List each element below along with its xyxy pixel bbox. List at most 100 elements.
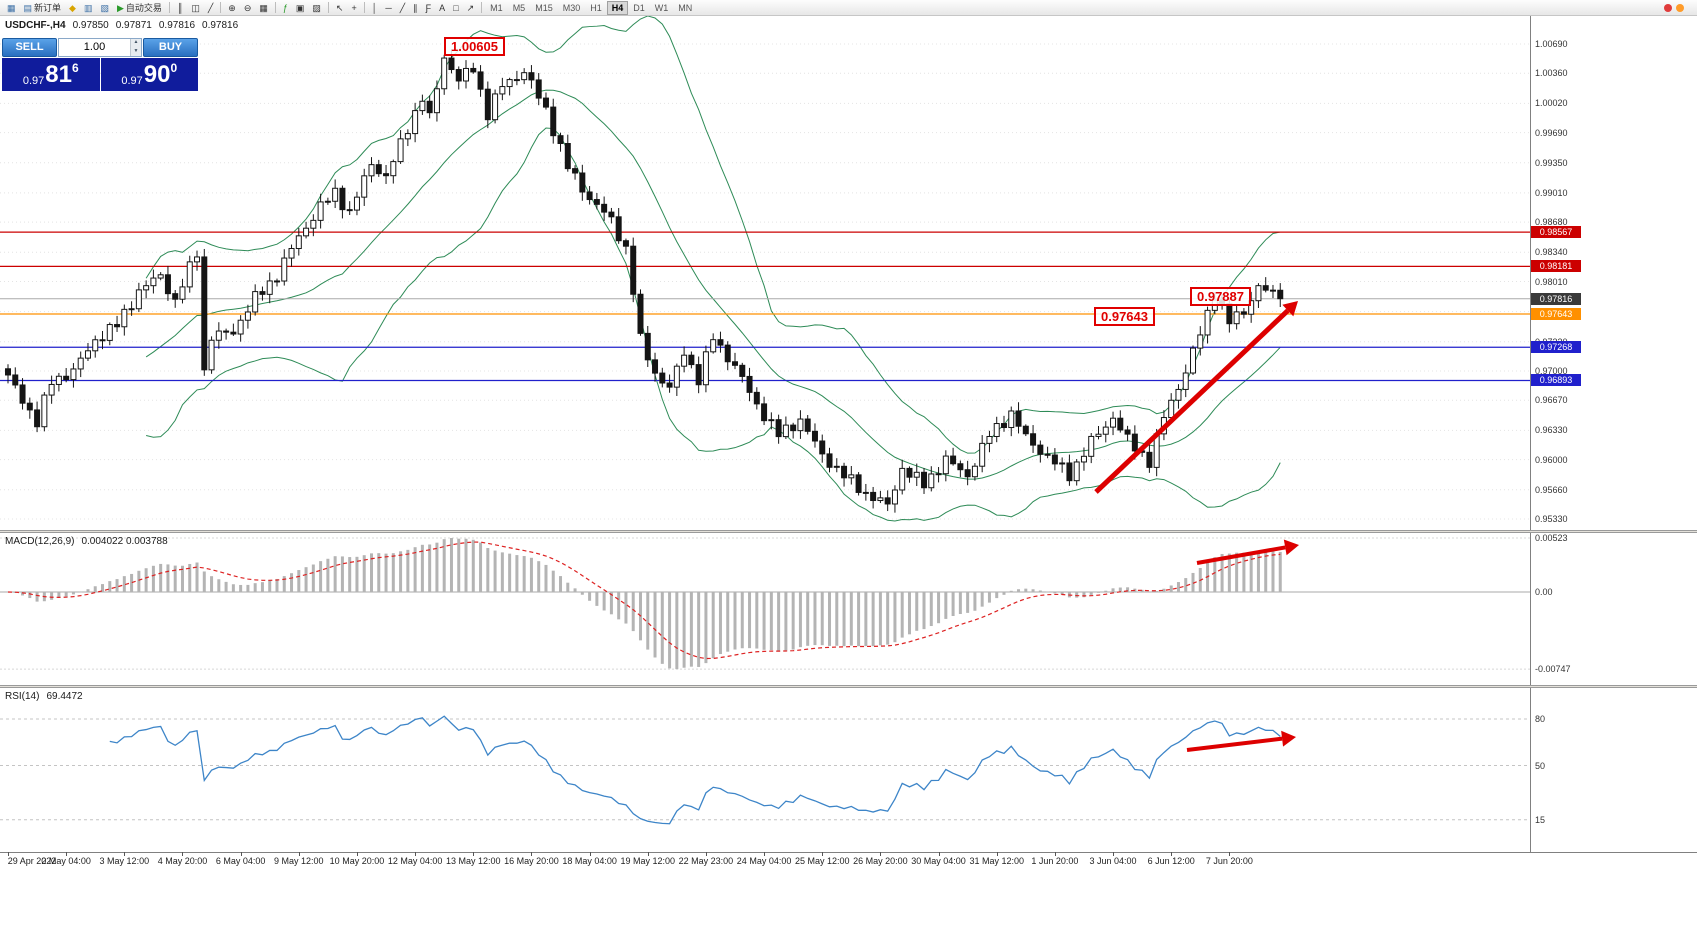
zoom-out-button[interactable]: ⊖ bbox=[240, 1, 256, 15]
market-watch-icon: ▥ bbox=[83, 2, 93, 13]
time-label: 18 May 04:00 bbox=[562, 856, 617, 866]
timeframe-m5-button[interactable]: M5 bbox=[512, 2, 526, 13]
macd-values: 0.004022 0.003788 bbox=[81, 536, 168, 547]
toolbar-buttons: ▦ ▤ 新订单 ◆ ▥ ▧ ▶ 自动交易 ║ ◫ ╱ ⊕ ⊖ ▦ ƒ ▣ ▨ ↖ + │ ─ ╱ ∥ Ƒ A □ ↗ bbox=[3, 0, 485, 16]
price-tick-label: 1.00690 bbox=[1535, 39, 1568, 49]
profiles-button[interactable]: ◆ bbox=[65, 1, 80, 15]
timeframe-d1-button[interactable]: D1 bbox=[633, 2, 645, 13]
indicators-button[interactable]: ƒ bbox=[279, 1, 292, 15]
high-value: 0.97871 bbox=[115, 20, 152, 31]
sell-price-sup: 6 bbox=[71, 61, 79, 75]
low-value: 0.97816 bbox=[158, 20, 196, 31]
time-tick bbox=[182, 852, 184, 856]
new-order-icon: ▤ bbox=[23, 2, 33, 13]
text-button[interactable]: A bbox=[435, 1, 449, 15]
templates-button[interactable]: ▨ bbox=[308, 1, 325, 15]
rsi-indicator-header: RSI(14) 69.4472 bbox=[5, 691, 83, 702]
price-level-tag: 0.96893 bbox=[1531, 374, 1581, 387]
time-tick bbox=[880, 852, 882, 856]
candlestick-chart-button[interactable]: ◫ bbox=[187, 1, 204, 15]
macd-axis-label: 0.00 bbox=[1535, 587, 1553, 597]
timeframe-mn-button[interactable]: MN bbox=[678, 2, 693, 13]
horizontal-line-button[interactable]: ─ bbox=[381, 1, 395, 15]
buy-price-display[interactable]: 0.97 90 0 bbox=[100, 58, 198, 91]
price-tick-label: 0.97000 bbox=[1535, 366, 1568, 376]
new-order-button[interactable]: ▤ 新订单 bbox=[20, 1, 66, 15]
volume-value[interactable]: 1.00 bbox=[83, 41, 106, 53]
time-tick bbox=[647, 852, 649, 856]
indicators-icon: ƒ bbox=[282, 2, 288, 13]
time-tick bbox=[822, 852, 824, 856]
time-axis[interactable] bbox=[0, 852, 1697, 870]
navigator-button[interactable]: ▧ bbox=[96, 1, 113, 15]
buy-price-prefix: 0.97 bbox=[121, 75, 143, 87]
time-label: 31 May 12:00 bbox=[969, 856, 1024, 866]
tile-windows-button[interactable]: ▦ bbox=[255, 1, 272, 15]
toolbar-separator bbox=[327, 2, 329, 13]
toolbar-separator bbox=[220, 2, 222, 13]
price-chart-panel[interactable] bbox=[0, 16, 1530, 530]
timeframe-m15-button[interactable]: M15 bbox=[535, 2, 553, 13]
text-label-button[interactable]: □ bbox=[449, 1, 462, 15]
crosshair-button[interactable]: + bbox=[347, 1, 360, 15]
sell-price-display[interactable]: 0.97 81 6 bbox=[2, 58, 100, 91]
volume-up-button[interactable]: ▲ bbox=[131, 39, 141, 48]
time-label: 19 May 12:00 bbox=[620, 856, 676, 866]
timeframe-h1-button[interactable]: H1 bbox=[590, 2, 602, 13]
arrows-button[interactable]: ↗ bbox=[463, 1, 479, 15]
price-tick-label: 0.95330 bbox=[1535, 514, 1568, 524]
panel-separator[interactable] bbox=[0, 530, 1697, 533]
status-dot-2 bbox=[1676, 3, 1684, 12]
text-icon: A bbox=[439, 2, 446, 13]
zoom-in-button[interactable]: ⊕ bbox=[224, 1, 240, 15]
trendline-button[interactable]: ╱ bbox=[396, 1, 409, 15]
axis-border bbox=[1530, 16, 1531, 870]
line-chart-button[interactable]: ╱ bbox=[204, 1, 217, 15]
fibonacci-button[interactable]: Ƒ bbox=[422, 1, 436, 15]
cursor-button[interactable]: ↖ bbox=[332, 1, 348, 15]
time-label: 6 Jun 12:00 bbox=[1147, 856, 1195, 866]
timeframe-m1-button[interactable]: M1 bbox=[490, 2, 503, 13]
zoom-out-icon: ⊖ bbox=[243, 2, 252, 13]
periods-button[interactable]: ▣ bbox=[292, 1, 309, 15]
time-tick bbox=[996, 852, 998, 856]
price-annotation[interactable]: 0.97643 bbox=[1094, 307, 1155, 326]
bar-chart-button[interactable]: ║ bbox=[173, 1, 187, 15]
toolbar-separator bbox=[363, 2, 365, 13]
channel-button[interactable]: ∥ bbox=[409, 1, 422, 15]
main-toolbar: ▦ ▤ 新订单 ◆ ▥ ▧ ▶ 自动交易 ║ ◫ ╱ ⊕ ⊖ ▦ ƒ ▣ ▨ ↖ + │ ─ ╱ ∥ Ƒ A □ ↗ M1 M5 M15… bbox=[0, 0, 1697, 16]
vertical-line-button[interactable]: │ bbox=[368, 1, 382, 15]
volume-stepper[interactable]: 1.00 ▲ ▼ bbox=[58, 38, 142, 57]
time-tick bbox=[240, 852, 242, 856]
macd-axis-label: 0.00523 bbox=[1535, 533, 1568, 543]
macd-panel[interactable] bbox=[0, 533, 1530, 685]
price-tick-label: 1.00360 bbox=[1535, 68, 1568, 79]
price-annotation[interactable]: 1.00605 bbox=[444, 37, 505, 56]
periods-icon: ▣ bbox=[295, 2, 305, 13]
sell-button[interactable]: SELL bbox=[2, 38, 57, 57]
open-value: 0.97850 bbox=[72, 20, 109, 31]
price-annotation[interactable]: 0.97887 bbox=[1190, 287, 1251, 306]
autotrading-button-label: 自动交易 bbox=[125, 3, 162, 13]
volume-down-button[interactable]: ▼ bbox=[131, 47, 141, 56]
trendline-icon: ╱ bbox=[399, 2, 406, 13]
time-label: 30 May 04:00 bbox=[911, 856, 966, 866]
toolbar-separator bbox=[274, 2, 276, 13]
time-label: 9 May 12:00 bbox=[274, 856, 324, 866]
panel-separator[interactable] bbox=[0, 685, 1697, 688]
chart-window-button[interactable]: ▦ bbox=[3, 1, 20, 15]
timeframe-h4-button[interactable]: H4 bbox=[606, 0, 629, 15]
market-watch-button[interactable]: ▥ bbox=[80, 1, 97, 15]
timeframe-m30-button[interactable]: M30 bbox=[562, 2, 581, 13]
buy-button[interactable]: BUY bbox=[143, 38, 198, 57]
time-label: 22 May 23:00 bbox=[678, 856, 734, 866]
rsi-panel[interactable] bbox=[0, 688, 1530, 852]
price-tick-label: 0.95660 bbox=[1535, 484, 1568, 495]
autotrading-button[interactable]: ▶ 自动交易 bbox=[113, 1, 166, 15]
time-label: 24 May 04:00 bbox=[736, 856, 792, 866]
price-tick-label: 1.00020 bbox=[1535, 98, 1568, 109]
timeframe-w1-button[interactable]: W1 bbox=[654, 2, 669, 13]
rsi-axis-label: 80 bbox=[1535, 714, 1546, 724]
price-level-tag: 0.97268 bbox=[1531, 341, 1581, 354]
time-tick bbox=[473, 852, 475, 856]
